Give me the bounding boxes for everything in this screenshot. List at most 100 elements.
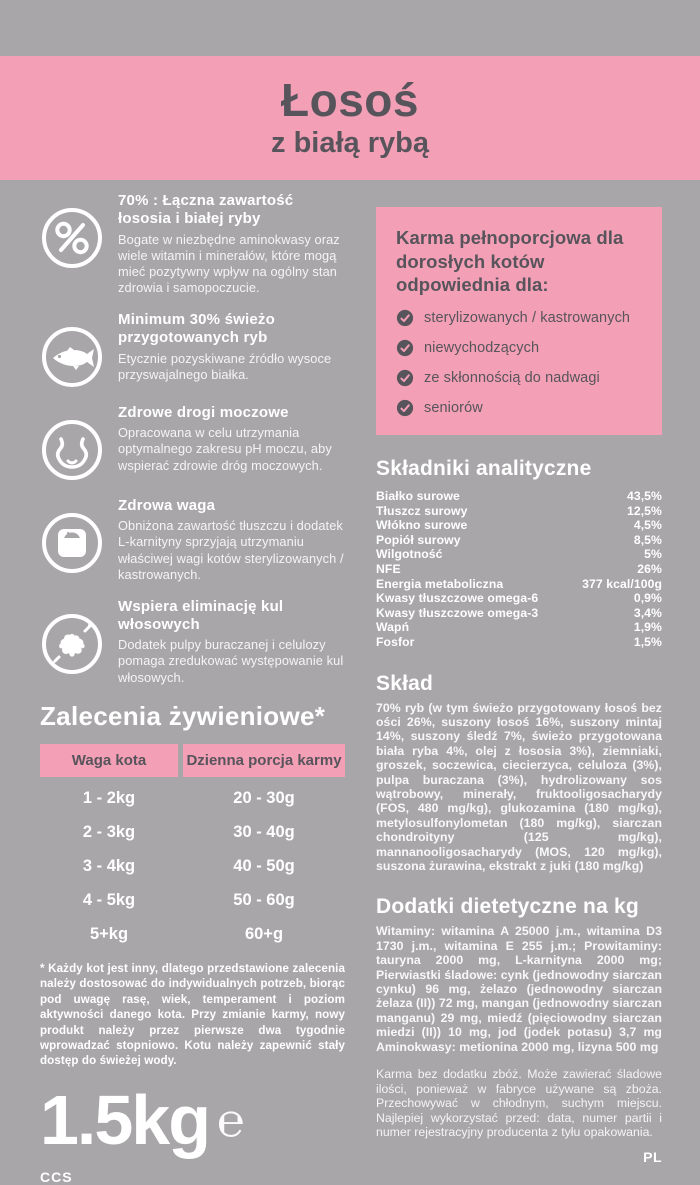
table-row: 1 - 2kg 20 - 30g <box>40 777 345 811</box>
nutrient-label: Kwasy tłuszczowe omega-6 <box>376 591 539 606</box>
product-subtitle: z białą rybą <box>271 126 429 159</box>
suitability-item: niewychodzących <box>396 339 642 357</box>
nutrient-value: 4,5% <box>633 518 662 533</box>
suitability-label: ze skłonnością do nadwagi <box>424 370 600 387</box>
label-content: 70% : Łączna zawartość łososia i białej … <box>0 192 700 1185</box>
product-title-band: Łosoś z białą rybą <box>0 56 700 180</box>
check-icon <box>396 309 414 327</box>
cat-weight: 2 - 3kg <box>82 822 136 841</box>
analytical-row: Wilgotność 5% <box>376 547 662 562</box>
suitability-item: sterylizowanych / kastrowanych <box>396 309 642 327</box>
composition-section: Skład 70% ryb (w tym świeżo przygotowany… <box>376 672 662 874</box>
daily-portion: 40 - 50g <box>233 856 295 875</box>
cat-weight: 1 - 2kg <box>82 788 136 807</box>
nutrient-label: Tłuszcz surowy <box>376 503 468 518</box>
feature-text: 70% : Łączna zawartość łososia i białej … <box>118 192 345 296</box>
nutrient-label: Włókno surowe <box>376 518 468 533</box>
nutrient-label: Wilgotność <box>376 547 443 562</box>
feature-salmon-content: 70% : Łączna zawartość łososia i białej … <box>40 192 345 296</box>
feature-body: Bogate w niezbędne aminokwasy oraz wiele… <box>118 231 340 295</box>
nutrient-value: 0,9% <box>633 591 662 606</box>
feature-hairball: Wspiera eliminację kul włosowych Dodatek… <box>40 598 345 686</box>
analytical-heading: Składniki analityczne <box>376 457 592 481</box>
analytical-rows: Białko surowe 43,5% Tłuszcz surowy 12,5%… <box>376 489 662 650</box>
table-row: 5+kg 60+g <box>40 913 345 947</box>
additives-heading: Dodatki dietetyczne na kg <box>376 895 639 919</box>
nutrient-label: Popiół surowy <box>376 532 461 547</box>
suitability-item: ze skłonnością do nadwagi <box>396 369 642 387</box>
nutrient-value: 377 kcal/100g <box>582 576 662 591</box>
percent-icon <box>40 206 104 270</box>
nutrient-value: 1,9% <box>633 620 662 635</box>
feature-urinary: Zdrowe drogi moczowe Opracowana w celu u… <box>40 404 345 482</box>
feature-text: Zdrowa waga Obniżona zawartość tłuszczu … <box>118 497 345 583</box>
footer-code-right: PL <box>643 1149 662 1166</box>
storage-note: Karma bez dodatku zbóż. Może zawierać śl… <box>376 1067 662 1140</box>
cat-weight: 4 - 5kg <box>82 890 136 909</box>
net-weight-value: 1.5kg <box>40 1080 211 1159</box>
nutrient-value: 43,5% <box>626 489 662 504</box>
analytical-row: Kwasy tłuszczowe omega-3 3,4% <box>376 606 662 621</box>
analytical-section: Składniki analityczne Białko surowe 43,5… <box>376 457 662 650</box>
daily-portion: 50 - 60g <box>233 890 295 909</box>
check-icon <box>396 399 414 417</box>
check-icon <box>396 369 414 387</box>
feature-body: Obniżona zawartość tłuszczu i dodatek L-… <box>118 518 344 582</box>
bladder-icon <box>40 418 104 482</box>
cat-weight: 5+kg <box>89 924 129 943</box>
feature-fresh-fish: Minimum 30% świeżo przygotowanych ryb Et… <box>40 311 345 389</box>
suitability-label: niewychodzących <box>424 340 540 357</box>
feature-text: Minimum 30% świeżo przygotowanych ryb Et… <box>118 311 345 389</box>
suitability-heading: Karma pełnoporcjowa dla dorosłych kotów … <box>396 227 624 296</box>
hairball-icon <box>40 612 104 676</box>
analytical-row: Popiół surowy 8,5% <box>376 533 662 548</box>
feature-text: Zdrowe drogi moczowe Opracowana w celu u… <box>118 404 345 482</box>
scale-icon <box>40 511 104 575</box>
nutrient-label: NFE <box>376 561 401 576</box>
feature-text: Wspiera eliminację kul włosowych Dodatek… <box>118 598 345 686</box>
table-row: 4 - 5kg 50 - 60g <box>40 879 345 913</box>
footer-code-left: CCS <box>40 1168 73 1185</box>
feeding-table-header: Waga kota Dzienna porcja karmy <box>40 743 345 777</box>
feature-body: Dodatek pulpy buraczanej i celulozy poma… <box>118 637 344 685</box>
daily-portion: 20 - 30g <box>233 788 295 807</box>
column-header-weight: Waga kota <box>40 743 178 777</box>
feature-healthy-weight: Zdrowa waga Obniżona zawartość tłuszczu … <box>40 497 345 583</box>
right-column: Karma pełnoporcjowa dla dorosłych kotów … <box>376 192 662 1185</box>
nutrient-label: Białko surowe <box>376 489 460 504</box>
composition-body: 70% ryb (w tym świeżo przygotowany łosoś… <box>376 700 662 874</box>
analytical-row: Wapń 1,9% <box>376 620 662 635</box>
suitability-box: Karma pełnoporcjowa dla dorosłych kotów … <box>376 207 662 436</box>
analytical-row: Kwasy tłuszczowe omega-6 0,9% <box>376 591 662 606</box>
estimated-sign: ℮ <box>217 1093 245 1146</box>
nutrient-value: 5% <box>644 547 662 562</box>
analytical-row: Fosfor 1,5% <box>376 635 662 650</box>
analytical-row: Białko surowe 43,5% <box>376 489 662 504</box>
feature-body: Etycznie pozyskiwane źródło wysoce przys… <box>118 350 332 382</box>
feature-heading: Zdrowa waga <box>118 497 216 515</box>
analytical-row: Tłuszcz surowy 12,5% <box>376 504 662 519</box>
nutrient-value: 8,5% <box>633 532 662 547</box>
suitability-label: seniorów <box>424 400 483 417</box>
composition-heading: Skład <box>376 671 434 695</box>
daily-portion: 60+g <box>244 924 284 943</box>
feeding-footnote: * Każdy kot jest inny, dlatego przedstaw… <box>40 961 345 1068</box>
feature-heading: Wspiera eliminację kul włosowych <box>118 597 284 634</box>
analytical-row: Energia metaboliczna 377 kcal/100g <box>376 577 662 592</box>
cat-weight: 3 - 4kg <box>82 856 136 875</box>
feature-heading: 70% : Łączna zawartość łososia i białej … <box>118 192 294 228</box>
left-column: 70% : Łączna zawartość łososia i białej … <box>40 192 345 1185</box>
nutrient-label: Kwasy tłuszczowe omega-3 <box>376 605 539 620</box>
nutrient-value: 1,5% <box>633 634 662 649</box>
additives-section: Dodatki dietetyczne na kg Witaminy: wita… <box>376 895 662 1054</box>
check-icon <box>396 339 414 357</box>
column-header-portion: Dzienna porcja karmy <box>183 743 345 777</box>
nutrient-label: Fosfor <box>376 634 415 649</box>
additives-body: Witaminy: witamina A 25000 j.m., witamin… <box>376 924 662 1054</box>
daily-portion: 30 - 40g <box>233 822 295 841</box>
nutrient-value: 26% <box>637 561 662 576</box>
product-title: Łosoś <box>281 74 419 127</box>
feeding-guide-heading: Zalecenia żywieniowe* <box>40 700 326 731</box>
fish-icon <box>40 325 104 389</box>
nutrient-label: Energia metaboliczna <box>376 576 504 591</box>
